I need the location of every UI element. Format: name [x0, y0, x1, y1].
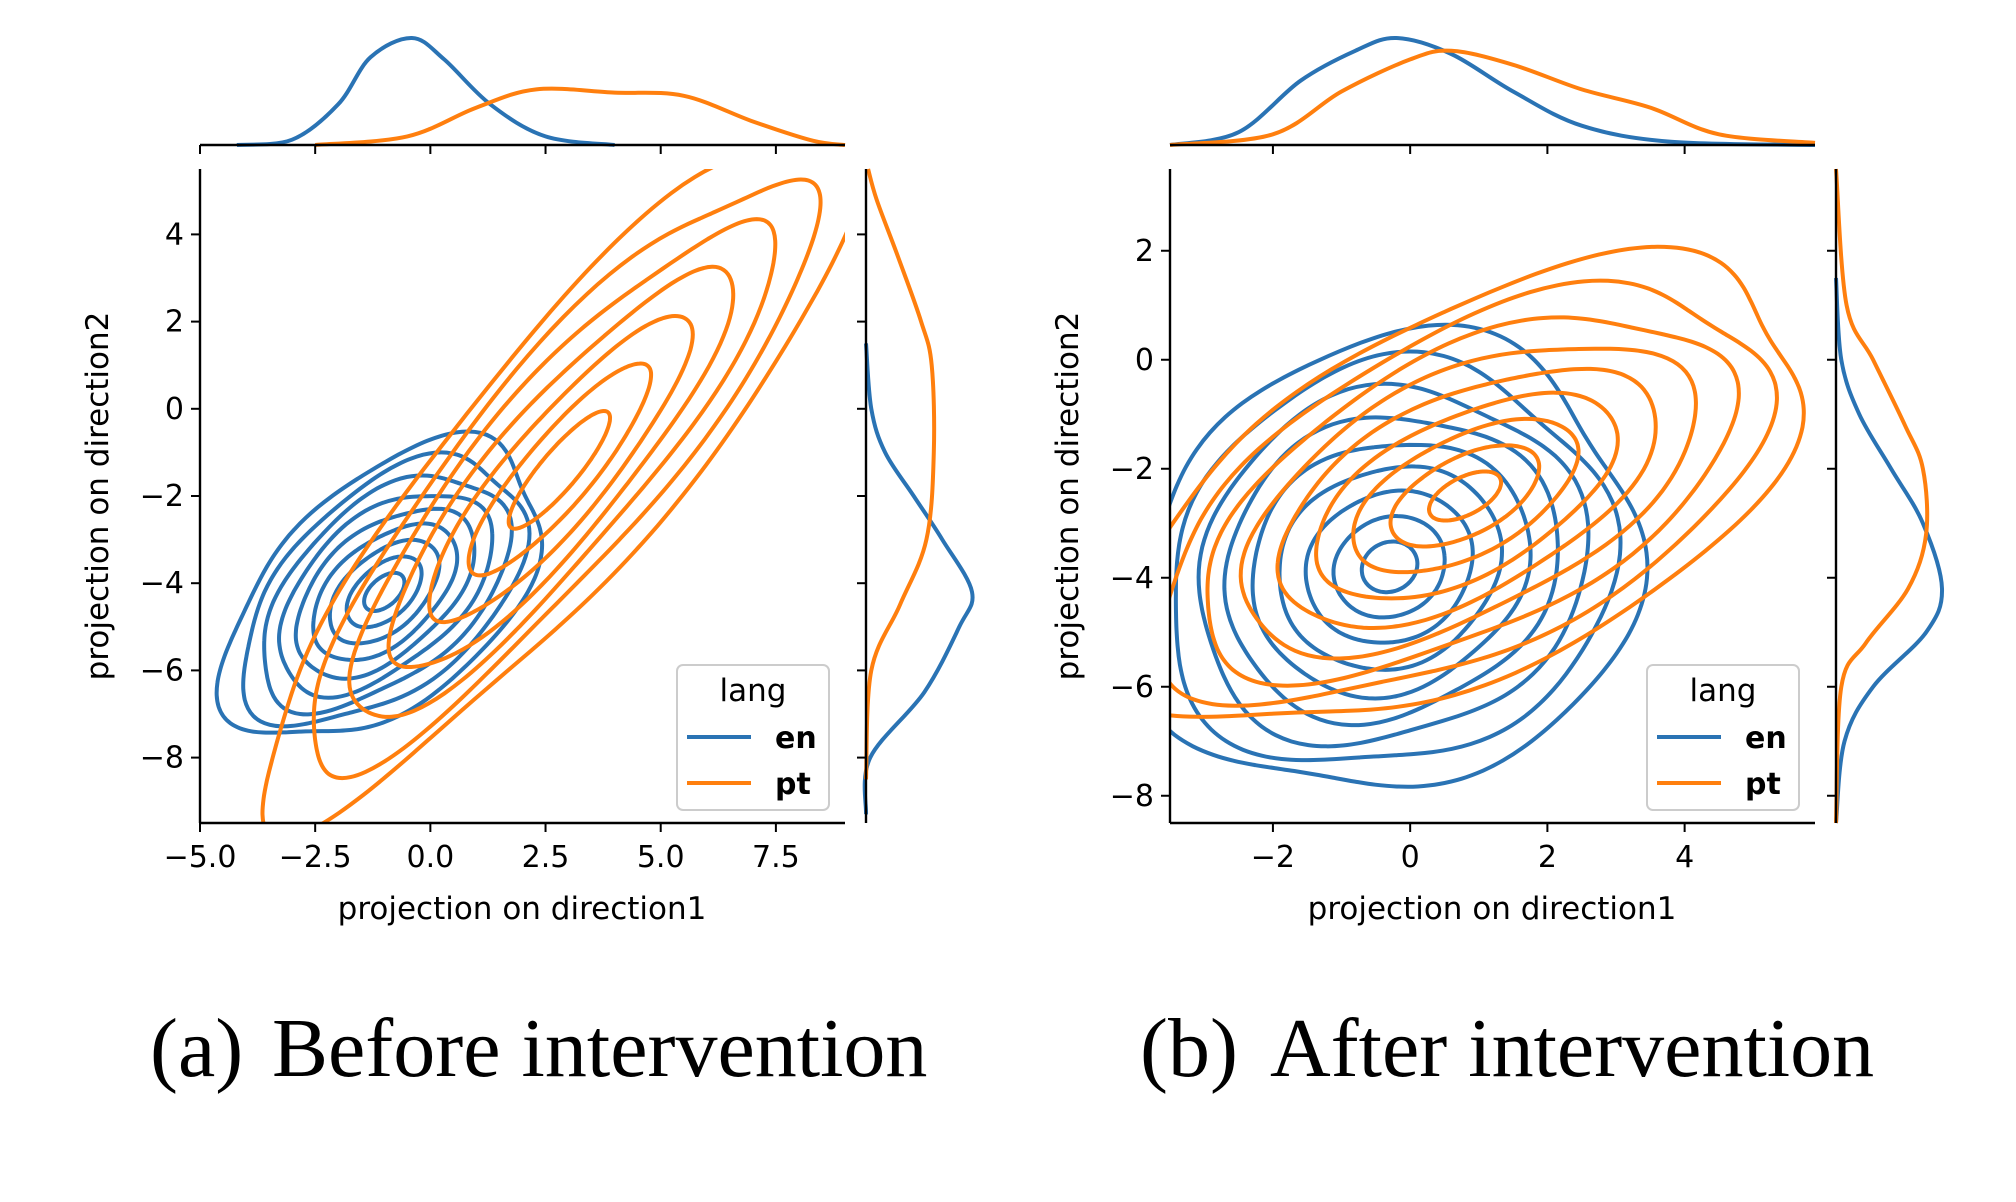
- legend-label-en: en: [775, 721, 817, 756]
- panel-before: −5.0 −2.5 0.0 2.5 5.0 7.5 −8 −6 −4 −2 0 2 4 project…: [80, 35, 975, 1095]
- x-tick-label: −2.5: [279, 840, 352, 875]
- marginal-x-en: [1169, 35, 1816, 147]
- contour-en: [1331, 514, 1447, 620]
- y-tick-label: 2: [1135, 234, 1154, 269]
- y-axis-label: projection on direction2: [1050, 312, 1086, 681]
- contour-pt: [1275, 366, 1658, 630]
- right-marginal-density: [862, 168, 975, 815]
- contour-pt: [466, 361, 654, 578]
- y-ticks: −8 −6 −4 −2 0 2: [1110, 234, 1836, 814]
- contour-pt: [506, 409, 613, 531]
- contour-plot: [214, 169, 845, 823]
- y-tick-label: 4: [165, 217, 184, 252]
- x-ticks: −2 0 2 4: [1251, 145, 1694, 875]
- marginal-x-en: [236, 35, 615, 147]
- y-tick-label: −8: [1110, 779, 1154, 814]
- y-tick-label: 0: [1135, 343, 1154, 378]
- top-marginal-density: [1169, 35, 1816, 147]
- contour-pt: [1205, 315, 1741, 688]
- marginal-y-pt: [1834, 168, 1930, 824]
- y-tick-label: −4: [140, 566, 184, 601]
- marginal-y-pt: [864, 168, 937, 780]
- contour-pt: [347, 217, 778, 719]
- x-axis-label: projection on direction1: [1308, 891, 1677, 927]
- caption-text: Before intervention: [272, 1002, 927, 1095]
- right-marginal-density: [1834, 168, 1945, 824]
- y-axis-label: projection on direction2: [80, 312, 116, 681]
- contour-pt: [1388, 443, 1542, 549]
- y-tick-label: −8: [140, 741, 184, 776]
- contour-en: [1277, 464, 1505, 672]
- legend-title: lang: [720, 673, 787, 709]
- x-ticks: −5.0 −2.5 0.0 2.5 5.0 7.5: [164, 145, 800, 875]
- contour-en: [214, 429, 545, 735]
- contour-en: [262, 473, 514, 717]
- legend: lang en pt: [676, 664, 830, 811]
- contour-pt: [311, 177, 823, 781]
- x-tick-label: 2.5: [522, 840, 570, 875]
- contour-pt: [386, 264, 736, 670]
- contour-pt: [1351, 416, 1581, 575]
- contour-en: [1173, 349, 1623, 763]
- legend: lang en pt: [1646, 664, 1800, 811]
- contour-pt: [1427, 469, 1504, 523]
- y-ticks: −8 −6 −4 −2 0 2 4: [140, 217, 866, 776]
- axes: [1168, 143, 1838, 825]
- marginal-x-pt: [1169, 48, 1816, 147]
- y-tick-label: 2: [165, 305, 184, 340]
- y-tick-label: −4: [1110, 561, 1154, 596]
- y-tick-label: −2: [140, 479, 184, 514]
- legend-title: lang: [1690, 673, 1757, 709]
- caption-label: (a): [150, 1002, 243, 1095]
- marginal-x-pt: [315, 86, 846, 147]
- contour-en: [311, 521, 460, 662]
- x-tick-label: 2: [1538, 840, 1557, 875]
- contour-pt: [1170, 244, 1806, 719]
- contour-pt: [260, 169, 845, 823]
- y-tick-label: 0: [165, 392, 184, 427]
- y-tick-label: −6: [1110, 670, 1154, 705]
- legend-label-pt: pt: [775, 767, 811, 802]
- contour-pt: [427, 314, 695, 625]
- x-tick-label: 4: [1675, 840, 1694, 875]
- y-tick-label: −2: [1110, 452, 1154, 487]
- contour-pt: [1314, 390, 1620, 601]
- caption-text: After intervention: [1270, 1002, 1874, 1095]
- x-tick-label: −2: [1251, 840, 1295, 875]
- x-tick-label: 0: [1401, 840, 1420, 875]
- marginal-y-en: [862, 343, 975, 815]
- contour-en: [344, 554, 424, 630]
- panel-after: −2 0 2 4 −8 −6 −4 −2 0 2 projection on direction…: [1050, 35, 1945, 1095]
- contour-en: [241, 450, 532, 729]
- y-tick-label: −6: [140, 653, 184, 688]
- legend-label-en: en: [1745, 721, 1787, 756]
- contour-en: [277, 494, 495, 700]
- x-tick-label: 5.0: [637, 840, 685, 875]
- contour-pt: [1238, 346, 1698, 661]
- x-tick-label: 7.5: [752, 840, 800, 875]
- contour-pt: [1170, 278, 1779, 708]
- legend-label-pt: pt: [1745, 767, 1781, 802]
- legend-box: [676, 664, 830, 811]
- caption-label: (b): [1140, 1002, 1238, 1095]
- marginal-y-en: [1834, 277, 1945, 824]
- x-tick-label: −5.0: [164, 840, 237, 875]
- contour-en: [1170, 322, 1650, 789]
- contour-plot: [1170, 244, 1806, 789]
- top-marginal-density: [236, 35, 846, 147]
- x-tick-label: 0.0: [406, 840, 454, 875]
- legend-box: [1646, 664, 1800, 811]
- x-axis-label: projection on direction1: [338, 891, 707, 927]
